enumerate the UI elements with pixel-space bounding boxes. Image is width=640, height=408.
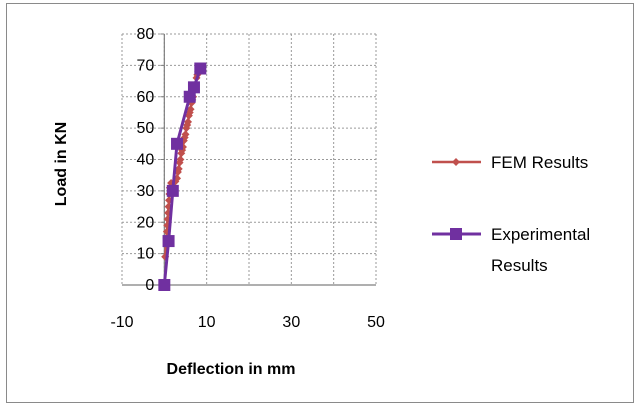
series-experimental	[158, 62, 207, 291]
data-series	[158, 62, 207, 291]
data-point	[194, 62, 207, 75]
data-point	[166, 184, 179, 197]
tick-labels: 0 10 20 30 40 50 60 70 80 -10 10 30 50	[110, 26, 385, 331]
grid	[121, 33, 377, 286]
y-tick-label: 70	[137, 57, 155, 74]
y-tick-label: 40	[137, 152, 155, 169]
legend-item: FEM Results	[432, 153, 588, 172]
data-point	[174, 164, 183, 173]
x-tick-label: -10	[110, 314, 133, 331]
data-point	[181, 130, 190, 139]
y-tick-label: 20	[137, 214, 155, 231]
data-point	[183, 90, 196, 103]
data-point	[162, 235, 175, 248]
data-point	[186, 105, 195, 114]
data-point	[176, 155, 185, 164]
x-tick-label: 10	[198, 314, 216, 331]
x-axis-title: Deflection in mm	[167, 361, 296, 378]
y-tick-label: 10	[137, 246, 155, 263]
y-tick-label: 80	[137, 26, 155, 43]
y-tick-label: 50	[137, 120, 155, 137]
y-tick-label: 0	[145, 277, 154, 294]
x-tick-label: 50	[367, 314, 385, 331]
data-point	[184, 117, 193, 126]
data-point	[171, 137, 184, 150]
legend-label: FEM Results	[491, 153, 588, 172]
chart-svg: 0 10 20 30 40 50 60 70 80 -10 10 30 50 Deflection in…	[53, 26, 590, 378]
legend-marker	[450, 228, 462, 240]
legend-label: Experimental Results	[491, 225, 590, 275]
legend-item: Experimental Results	[432, 225, 590, 275]
series-fem	[161, 64, 203, 261]
y-axis-title: Load in KN	[53, 122, 70, 206]
legend-marker	[452, 158, 460, 166]
y-tick-label: 30	[137, 183, 155, 200]
chart-area: 0 10 20 30 40 50 60 70 80 -10 10 30 50 Deflection in…	[6, 3, 634, 403]
legend: FEM Results Experimental Results	[432, 153, 590, 275]
y-tick-label: 60	[137, 89, 155, 106]
x-tick-label: 30	[282, 314, 300, 331]
data-point	[187, 81, 200, 94]
data-point	[158, 279, 171, 291]
